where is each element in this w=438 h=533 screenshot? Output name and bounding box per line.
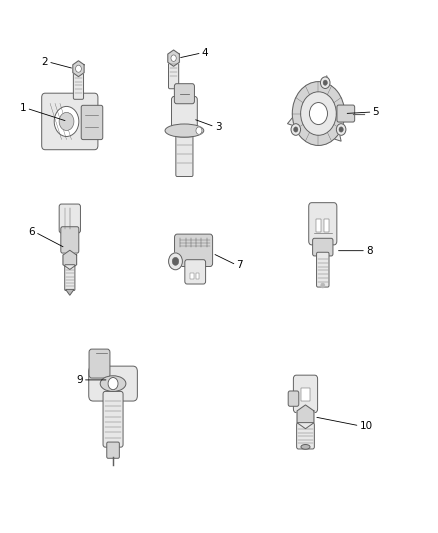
Circle shape [54,107,79,136]
FancyBboxPatch shape [103,391,123,447]
FancyBboxPatch shape [81,106,103,140]
FancyBboxPatch shape [61,227,79,253]
Polygon shape [73,61,84,77]
Circle shape [293,127,298,132]
Circle shape [321,283,325,288]
Bar [190,273,194,279]
Text: 4: 4 [202,48,208,58]
Bar [301,389,310,401]
Circle shape [300,92,336,135]
Bar [324,219,329,232]
Text: 1: 1 [20,103,27,114]
Circle shape [323,80,327,85]
FancyBboxPatch shape [317,252,329,287]
Circle shape [292,82,345,146]
FancyBboxPatch shape [175,234,212,266]
Ellipse shape [165,124,204,138]
FancyBboxPatch shape [337,105,355,122]
Text: 10: 10 [360,421,373,431]
Text: 9: 9 [76,375,83,385]
FancyBboxPatch shape [174,84,194,104]
Circle shape [321,77,330,88]
Ellipse shape [100,376,126,391]
FancyBboxPatch shape [176,132,193,176]
Bar [196,273,199,279]
FancyBboxPatch shape [89,366,138,401]
FancyBboxPatch shape [89,349,110,378]
Circle shape [196,127,202,134]
Circle shape [108,377,118,390]
Polygon shape [297,405,314,429]
Circle shape [59,112,74,131]
FancyBboxPatch shape [185,260,205,284]
Circle shape [75,65,81,72]
Circle shape [169,253,182,270]
Text: 7: 7 [236,260,243,270]
Text: 3: 3 [215,122,221,132]
Bar [316,219,321,232]
Text: 5: 5 [372,107,379,117]
FancyBboxPatch shape [297,423,314,449]
Polygon shape [168,50,179,66]
Circle shape [336,124,346,135]
FancyBboxPatch shape [172,96,197,130]
Circle shape [339,127,343,132]
FancyBboxPatch shape [65,265,75,290]
Circle shape [309,102,328,125]
Circle shape [171,55,176,61]
FancyBboxPatch shape [288,391,299,406]
FancyBboxPatch shape [74,72,84,99]
FancyBboxPatch shape [313,238,333,256]
Text: 2: 2 [42,57,48,67]
FancyBboxPatch shape [169,62,179,89]
Polygon shape [66,289,74,295]
FancyBboxPatch shape [59,204,81,233]
Text: 6: 6 [28,227,35,237]
FancyBboxPatch shape [107,442,119,458]
FancyBboxPatch shape [293,375,318,413]
Polygon shape [287,76,341,141]
Ellipse shape [301,445,310,449]
Circle shape [172,257,179,265]
FancyBboxPatch shape [42,93,98,150]
Polygon shape [63,251,77,270]
Circle shape [291,124,300,135]
Text: 8: 8 [366,246,373,256]
FancyBboxPatch shape [309,203,337,245]
